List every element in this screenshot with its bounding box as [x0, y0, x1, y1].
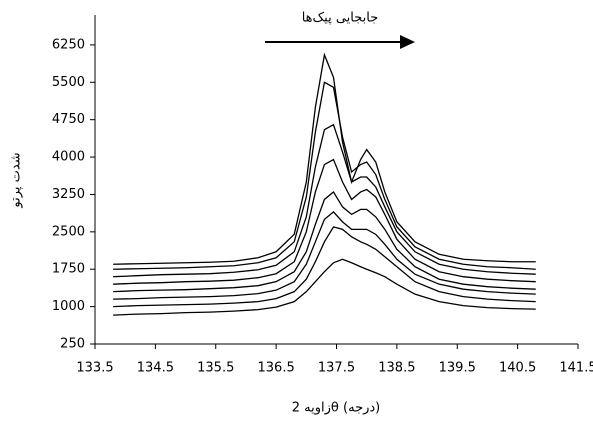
y-tick-label: 4750: [52, 112, 85, 127]
series-line: [113, 52, 536, 265]
y-tick-label: 1750: [52, 262, 85, 277]
x-axis-title: زاویه 2θ (درجه): [292, 401, 381, 416]
x-tick-label: 141.5: [559, 361, 593, 376]
series-line: [113, 158, 536, 285]
x-tick-label: 135.5: [197, 361, 234, 376]
arrow-head: [400, 35, 415, 49]
y-axis-title: شدت پرتو: [9, 152, 24, 208]
series-line: [113, 226, 536, 308]
y-tick-label: 3250: [52, 187, 85, 202]
y-tick-label: 4000: [52, 150, 85, 165]
y-tick-label: 250: [60, 337, 85, 352]
annotation: جابجایی پیک‌ها: [302, 11, 379, 26]
series-line: [113, 258, 536, 316]
series-line: [113, 190, 536, 293]
y-tick-label: 5500: [52, 75, 85, 90]
x-tick-label: 140.5: [499, 361, 536, 376]
x-tick-label: 139.5: [439, 361, 476, 376]
x-tick-label: 138.5: [378, 361, 415, 376]
x-tick-label: 136.5: [258, 361, 295, 376]
series-line: [113, 123, 536, 278]
x-tick-label: 133.5: [76, 361, 113, 376]
y-tick-label: 2500: [52, 224, 85, 239]
y-tick-label: 6250: [52, 37, 85, 52]
x-tick-label: 134.5: [137, 361, 174, 376]
x-tick-label: 137.5: [318, 361, 355, 376]
y-tick-label: 1000: [52, 299, 85, 314]
series-line: [113, 211, 536, 300]
